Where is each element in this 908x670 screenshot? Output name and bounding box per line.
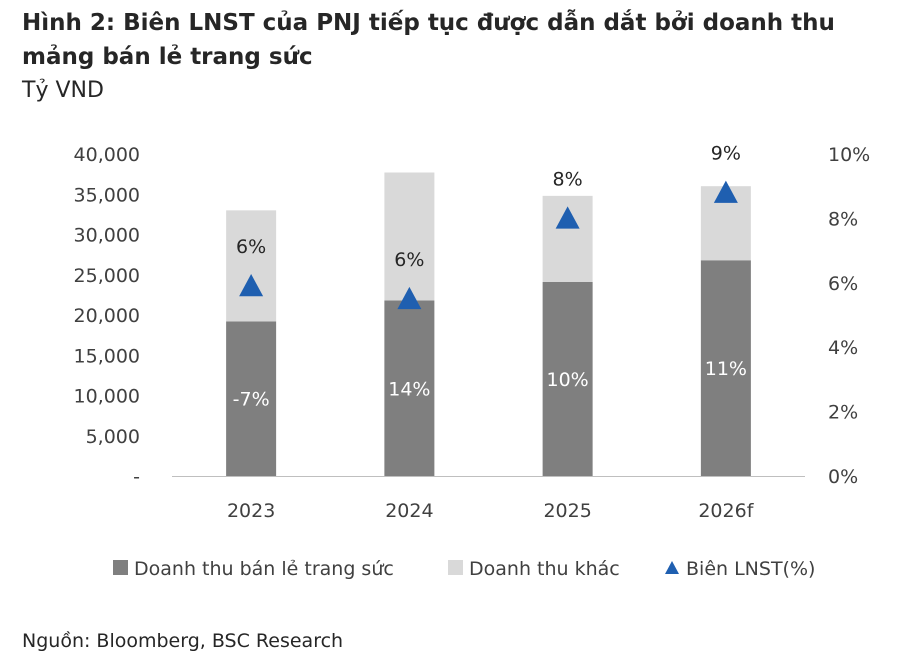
bar-growth-label: 11%	[705, 358, 747, 380]
legend-label-retail: Doanh thu bán lẻ trang sức	[134, 558, 394, 580]
bar-other-revenue	[384, 172, 435, 301]
bar-retail-jewelry	[542, 281, 593, 476]
x-tick-label: 2026f	[698, 500, 754, 522]
y-right-tick-label: 6%	[828, 273, 858, 295]
x-tick-label: 2025	[543, 500, 591, 522]
bar-other-revenue	[226, 210, 277, 322]
margin-marker	[713, 180, 738, 203]
legend-label-margin: Biên LNST(%)	[686, 558, 815, 580]
margin-label: 6%	[236, 236, 266, 258]
bar-growth-label: 10%	[547, 369, 589, 391]
y-left-tick-label: -	[133, 466, 140, 488]
y-left-tick-label: 35,000	[74, 184, 140, 206]
y-right-tick-label: 10%	[828, 144, 870, 166]
y-right-tick-label: 8%	[828, 208, 858, 230]
legend-swatch-other	[448, 560, 463, 575]
x-tick-label: 2023	[227, 500, 275, 522]
legend-marker-margin	[665, 561, 679, 574]
y-left-tick-label: 5,000	[86, 426, 140, 448]
y-left-tick-label: 25,000	[74, 265, 140, 287]
source-note: Nguồn: Bloomberg, BSC Research	[22, 630, 344, 652]
y-left-tick-label: 30,000	[74, 225, 140, 247]
bar-growth-label: -7%	[233, 389, 270, 411]
y-left-tick-label: 15,000	[74, 345, 140, 367]
chart-title: Hình 2: Biên LNST của PNJ tiếp tục được …	[22, 10, 835, 70]
bar-growth-label: 14%	[388, 378, 430, 400]
x-tick-label: 2024	[385, 500, 433, 522]
y-left-tick-label: 40,000	[74, 144, 140, 166]
y-left-tick-label: 10,000	[74, 386, 140, 408]
y-right-tick-label: 4%	[828, 337, 858, 359]
bar-retail-jewelry	[700, 260, 751, 476]
y-left-tick-label: 20,000	[74, 305, 140, 327]
legend-label-other: Doanh thu khác	[469, 558, 620, 580]
unit-label: Tỷ VND	[22, 78, 104, 103]
bar-retail-jewelry	[226, 321, 277, 476]
margin-marker	[555, 206, 580, 229]
margin-marker	[397, 286, 422, 310]
margin-label: 9%	[711, 143, 741, 165]
bar-retail-jewelry	[384, 300, 435, 476]
margin-label: 8%	[553, 168, 583, 190]
legend-swatch-retail	[113, 560, 128, 575]
margin-marker	[239, 274, 264, 297]
y-right-tick-label: 2%	[828, 402, 858, 424]
margin-label: 6%	[394, 249, 424, 271]
y-right-tick-label: 0%	[828, 466, 858, 488]
